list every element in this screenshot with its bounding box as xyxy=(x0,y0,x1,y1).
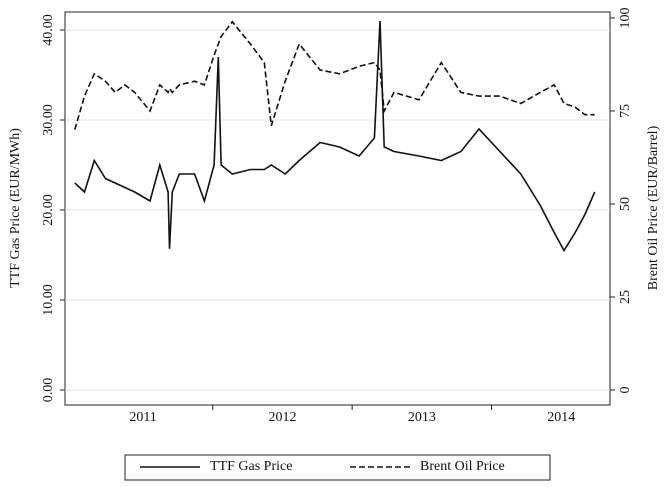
y2-axis-title: Brent Oil Price (EUR/Barrel) xyxy=(646,125,661,290)
plot-frame xyxy=(64,11,611,406)
y2-tick-label: 75 xyxy=(618,104,633,118)
y2-tick-label: 25 xyxy=(618,290,633,304)
y-tick-label: 10.00 xyxy=(41,284,56,316)
y-tick-label: 40.00 xyxy=(41,14,56,46)
x-tick-label: 2011 xyxy=(129,410,156,425)
y2-tick-label: 0 xyxy=(618,387,633,394)
y-tick-label: 30.00 xyxy=(41,104,56,136)
legend-box xyxy=(124,454,551,481)
x-tick-label: 2013 xyxy=(408,410,436,425)
x-tick-label: 2014 xyxy=(547,410,575,425)
y-tick-label: 20.00 xyxy=(41,194,56,226)
y2-tick-label: 50 xyxy=(618,197,633,211)
series-line xyxy=(74,20,595,130)
legend-label: Brent Oil Price xyxy=(420,459,505,474)
x-tick-label: 2012 xyxy=(268,410,296,425)
y-tick-label: 0.00 xyxy=(41,378,56,403)
series-line xyxy=(74,20,596,253)
y-axis-title: TTF Gas Price (EUR/MWh) xyxy=(8,128,23,288)
legend-label: TTF Gas Price xyxy=(210,459,292,474)
y2-tick-label: 100 xyxy=(618,7,633,28)
